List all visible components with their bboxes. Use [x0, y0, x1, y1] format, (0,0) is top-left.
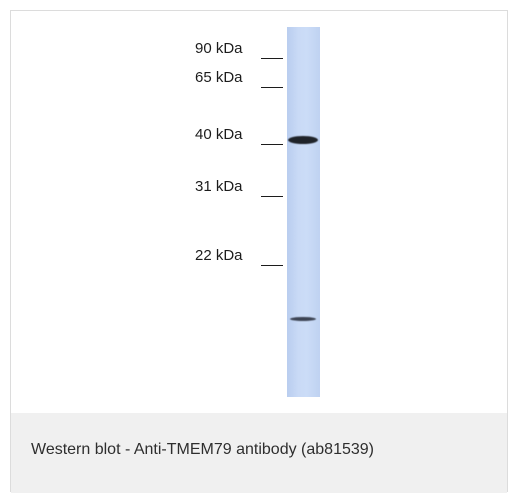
marker-tick-40kda [261, 144, 283, 145]
figure-card: 90 kDa 65 kDa 40 kDa 31 kDa 22 kDa Weste… [10, 10, 508, 493]
marker-label-22kda: 22 kDa [195, 247, 243, 264]
marker-label-31kda: 31 kDa [195, 178, 243, 195]
blot-band-40kda [288, 136, 318, 144]
marker-label-40kda: 40 kDa [195, 126, 243, 143]
marker-tick-65kda [261, 87, 283, 88]
blot-band-low [290, 317, 316, 321]
marker-tick-90kda [261, 58, 283, 59]
marker-label-65kda: 65 kDa [195, 69, 243, 86]
caption-bar: Western blot - Anti-TMEM79 antibody (ab8… [11, 413, 507, 493]
marker-tick-31kda [261, 196, 283, 197]
blot-lane [287, 27, 320, 397]
marker-tick-22kda [261, 265, 283, 266]
western-blot-image: 90 kDa 65 kDa 40 kDa 31 kDa 22 kDa [11, 11, 507, 413]
marker-label-90kda: 90 kDa [195, 40, 243, 57]
figure-caption: Western blot - Anti-TMEM79 antibody (ab8… [31, 441, 374, 458]
